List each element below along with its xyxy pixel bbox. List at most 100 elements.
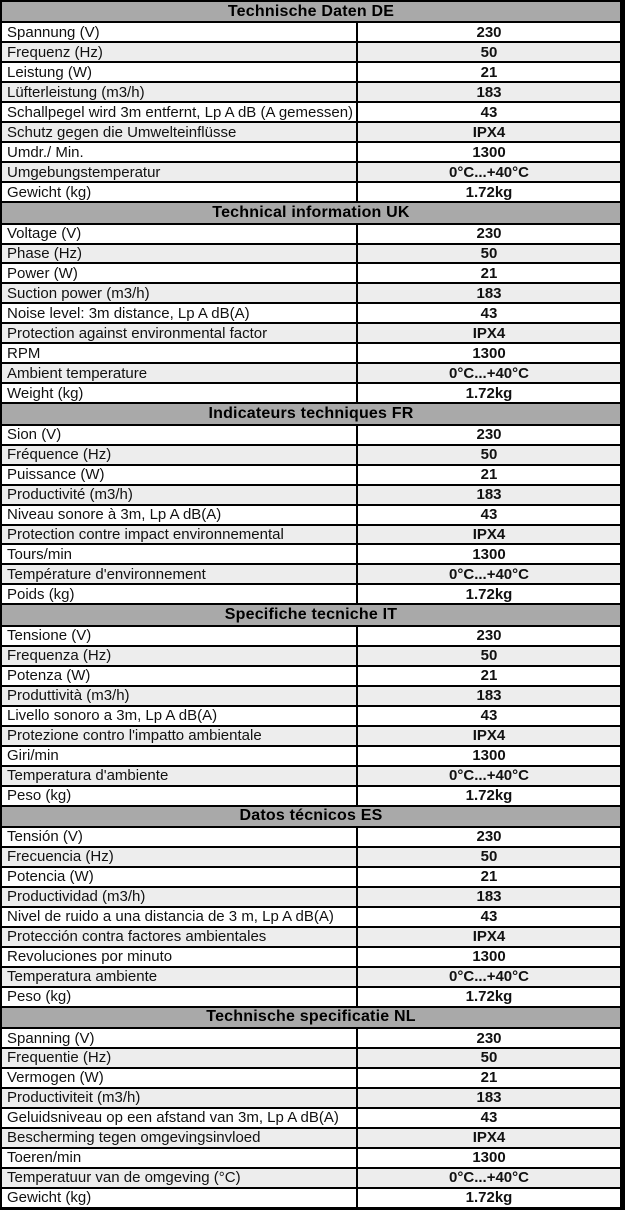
spec-value: 230 <box>476 426 502 444</box>
table-row: Gewicht (kg) 1.72kg <box>2 1188 620 1207</box>
table-row: Productivité (m3/h) 183 <box>2 485 620 506</box>
spec-label: Umgebungstemperatur <box>2 163 358 182</box>
spec-value: 21 <box>480 63 498 81</box>
spec-value: 50 <box>480 446 498 464</box>
table-row: Frecuencia (Hz) 50 <box>2 847 620 868</box>
table-row: Productiviteit (m3/h) 183 <box>2 1088 620 1109</box>
table-row: Potencia (W) 21 <box>2 867 620 888</box>
spec-label: Schallpegel wird 3m entfernt, Lp A dB (A… <box>2 103 358 122</box>
spec-value: IPX4 <box>472 727 506 745</box>
spec-value: 50 <box>480 43 498 61</box>
spec-label: Frequentie (Hz) <box>2 1049 358 1067</box>
spec-label: Frecuencia (Hz) <box>2 847 358 866</box>
spec-label: Potenza (W) <box>2 666 358 685</box>
section-title: Technische Daten DE <box>2 2 620 24</box>
spec-label: Tensión (V) <box>2 827 358 846</box>
spec-label: Tensione (V) <box>2 626 358 645</box>
table-row: Protección contra factores ambientales I… <box>2 927 620 948</box>
spec-label: Potencia (W) <box>2 867 358 886</box>
spec-value: 183 <box>476 888 502 906</box>
spec-value: IPX4 <box>472 928 506 946</box>
spec-value: 183 <box>476 687 502 705</box>
table-row: Phase (Hz) 50 <box>2 244 620 265</box>
spec-value: IPX4 <box>472 1129 506 1147</box>
spec-value: 50 <box>480 1049 498 1067</box>
section-title: Indicateurs techniques FR <box>2 404 620 426</box>
spec-label: Ambient temperature <box>2 364 358 383</box>
spec-value: 0°C...+40°C <box>449 565 529 583</box>
spec-label: Noise level: 3m distance, Lp A dB(A) <box>2 304 358 323</box>
table-row: Umdr./ Min. 1300 <box>2 143 620 164</box>
section-title: Technical information UK <box>2 203 620 225</box>
spec-value: 43 <box>480 304 498 322</box>
spec-label: Voltage (V) <box>2 224 358 243</box>
spec-label: Protección contra factores ambientales <box>2 927 358 946</box>
spec-label: Température d'environnement <box>2 565 358 584</box>
table-row: Protection contre impact environnemental… <box>2 525 620 546</box>
spec-value: 1.72kg <box>465 585 513 603</box>
spec-label: Power (W) <box>2 264 358 283</box>
spec-value: 183 <box>476 83 502 101</box>
spec-label: Weight (kg) <box>2 384 358 403</box>
table-row: Niveau sonore à 3m, Lp A dB(A) 43 <box>2 505 620 526</box>
table-row: Lüfterleistung (m3/h) 183 <box>2 83 620 104</box>
spec-value: 1.72kg <box>465 384 513 402</box>
table-row: Protezione contro l'impatto ambientale I… <box>2 726 620 747</box>
spec-label: Poids (kg) <box>2 585 358 604</box>
table-row: Suction power (m3/h) 183 <box>2 284 620 305</box>
spec-label: Produttività (m3/h) <box>2 686 358 705</box>
spec-label: Leistung (W) <box>2 63 358 82</box>
spec-label: Suction power (m3/h) <box>2 284 358 303</box>
spec-label: Temperatura d'ambiente <box>2 766 358 785</box>
spec-label: Peso (kg) <box>2 786 358 805</box>
table-row: Nivel de ruido a una distancia de 3 m, L… <box>2 907 620 928</box>
spec-label: Vermogen (W) <box>2 1068 358 1087</box>
table-row: RPM 1300 <box>2 344 620 365</box>
spec-value: 1300 <box>472 545 506 563</box>
table-row: Poids (kg) 1.72kg <box>2 585 620 606</box>
table-row: Temperatuur van de omgeving (°C) 0°C...+… <box>2 1168 620 1189</box>
spec-value: 1.72kg <box>465 787 513 805</box>
spec-value: 1300 <box>472 344 506 362</box>
table-row: Power (W) 21 <box>2 264 620 285</box>
table-row: Vermogen (W) 21 <box>2 1068 620 1089</box>
table-row: Spanning (V) 230 <box>2 1029 620 1049</box>
table-row: Productividad (m3/h) 183 <box>2 887 620 908</box>
spec-value: 1300 <box>472 747 506 765</box>
spec-value: 230 <box>476 225 502 243</box>
table-row: Leistung (W) 21 <box>2 63 620 84</box>
table-row: Fréquence (Hz) 50 <box>2 445 620 466</box>
table-row: Toeren/min 1300 <box>2 1148 620 1169</box>
table-row: Peso (kg) 1.72kg <box>2 987 620 1008</box>
spec-label: Peso (kg) <box>2 987 358 1006</box>
spec-value: 183 <box>476 284 502 302</box>
spec-value: 43 <box>480 707 498 725</box>
spec-value: 0°C...+40°C <box>449 1169 529 1187</box>
spec-label: Frequenza (Hz) <box>2 646 358 665</box>
spec-label: RPM <box>2 344 358 363</box>
spec-label: Tours/min <box>2 545 358 564</box>
spec-value: 0°C...+40°C <box>449 364 529 382</box>
table-row: Frequenz (Hz) 50 <box>2 43 620 64</box>
table-row: Temperatura d'ambiente 0°C...+40°C <box>2 766 620 787</box>
table-row: Tensión (V) 230 <box>2 827 620 848</box>
spec-label: Protection against environmental factor <box>2 324 358 343</box>
spec-value: 230 <box>476 1029 502 1047</box>
spec-value: 50 <box>480 244 498 262</box>
spec-label: Spannung (V) <box>2 23 358 42</box>
spec-value: 1.72kg <box>465 1189 513 1207</box>
spec-value: 0°C...+40°C <box>449 767 529 785</box>
table-row: Produttività (m3/h) 183 <box>2 686 620 707</box>
spec-label: Niveau sonore à 3m, Lp A dB(A) <box>2 505 358 524</box>
table-row: Schallpegel wird 3m entfernt, Lp A dB (A… <box>2 103 620 124</box>
spec-label: Phase (Hz) <box>2 244 358 263</box>
spec-value: 1300 <box>472 1149 506 1167</box>
spec-value: 1.72kg <box>465 988 513 1006</box>
spec-value: 43 <box>480 103 498 121</box>
spec-label: Sion (V) <box>2 425 358 444</box>
spec-value: 21 <box>480 667 498 685</box>
spec-value: 230 <box>476 23 502 41</box>
spec-label: Toeren/min <box>2 1148 358 1167</box>
spec-label: Productividad (m3/h) <box>2 887 358 906</box>
